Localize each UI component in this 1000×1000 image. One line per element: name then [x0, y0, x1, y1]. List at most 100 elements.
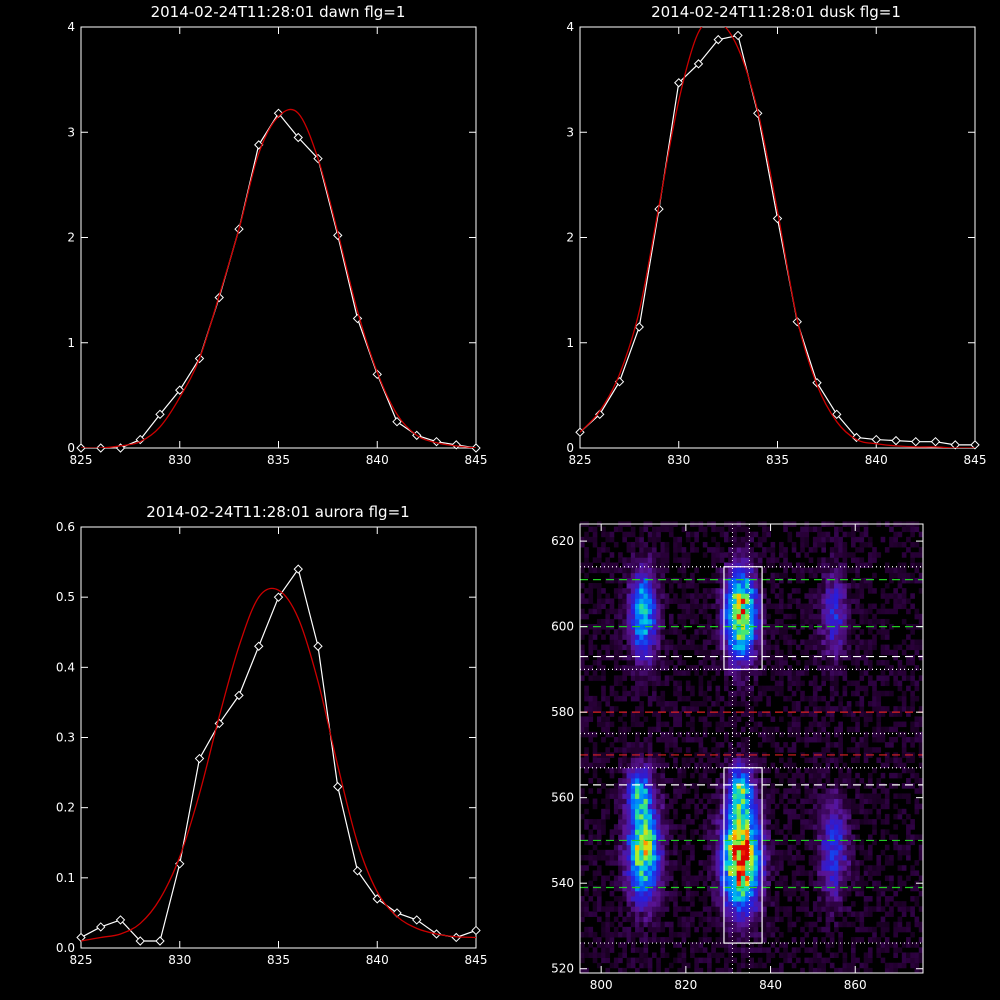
heatmap-cell	[834, 952, 839, 959]
heatmap-cell	[821, 798, 827, 805]
heatmap-cell	[635, 849, 640, 856]
heatmap-cell	[715, 572, 721, 579]
heatmap-cell	[651, 593, 657, 599]
heatmap-cell	[681, 865, 687, 871]
heatmap-cell	[630, 849, 636, 856]
heatmap-cell	[643, 680, 649, 687]
heatmap-cell	[863, 906, 869, 912]
heatmap-cell	[639, 608, 644, 615]
heatmap-cell	[685, 875, 691, 882]
heatmap-cell	[698, 778, 704, 784]
aurora-data-point-14	[352, 866, 363, 876]
heatmap-cell	[855, 547, 860, 553]
heatmap-cell	[681, 706, 687, 712]
heatmap-cell	[817, 926, 822, 933]
heatmap-cell	[715, 598, 721, 604]
heatmap-cell	[719, 896, 725, 902]
heatmap-cell	[821, 967, 827, 974]
heatmap-cell	[715, 901, 721, 907]
heatmap-cell	[723, 813, 729, 820]
heatmap-cell	[596, 654, 602, 661]
heatmap-cell	[893, 772, 898, 779]
heatmap-cell	[711, 675, 716, 681]
heatmap-cell	[732, 547, 738, 553]
heatmap-cell	[749, 834, 755, 840]
heatmap-cell	[605, 931, 611, 938]
heatmap-cell	[838, 701, 843, 707]
heatmap-cell	[825, 839, 831, 846]
heatmap-cell	[609, 870, 615, 876]
heatmap-cell	[817, 803, 822, 810]
heatmap-cell	[834, 639, 839, 645]
heatmap-cell	[791, 788, 797, 794]
heatmap-cell	[745, 644, 750, 651]
heatmap-cell	[639, 675, 644, 681]
heatmap-cell	[808, 659, 814, 666]
heatmap-cell	[918, 562, 924, 569]
heatmap-cell	[711, 947, 716, 953]
heatmap-cell	[728, 603, 733, 610]
dawn-frame	[80, 26, 477, 449]
heatmap-cell	[656, 613, 661, 620]
heatmap-cell	[635, 695, 640, 702]
heatmap-cell	[698, 896, 704, 902]
heatmap-cell	[719, 854, 725, 861]
heatmap-cell	[745, 788, 750, 794]
heatmap-cell	[804, 711, 810, 717]
heatmap-cell	[664, 849, 670, 856]
heatmap-cell	[910, 726, 915, 733]
heatmap-cell	[698, 675, 704, 681]
heatmap-cell	[740, 824, 746, 830]
heatmap-cell	[601, 634, 606, 640]
heatmap-cell	[753, 701, 759, 707]
heatmap-cell	[825, 865, 831, 871]
heatmap-cell	[584, 757, 589, 764]
heatmap-cell	[639, 711, 644, 717]
heatmap-cell	[635, 798, 640, 805]
heatmap-cell	[783, 624, 788, 630]
heatmap-cell	[880, 829, 886, 835]
heatmap-cell	[863, 747, 869, 753]
heatmap-cell	[897, 695, 903, 702]
heatmap-cell	[626, 844, 632, 851]
heatmap-cell	[762, 783, 767, 789]
heatmap-cell	[838, 654, 843, 661]
heatmap-cell	[732, 839, 738, 846]
heatmap-cell	[757, 583, 763, 589]
heatmap-cell	[867, 629, 873, 635]
heatmap-cell	[906, 942, 911, 948]
heatmap-cell	[677, 957, 683, 964]
heatmap-cell	[876, 896, 882, 902]
heatmap-cell	[749, 798, 755, 805]
heatmap-cell	[613, 860, 619, 866]
heatmap-cell	[656, 890, 661, 897]
heatmap-cell	[630, 896, 636, 902]
heatmap-cell	[812, 685, 818, 692]
heatmap-cell	[914, 962, 920, 969]
heatmap-cell	[893, 783, 898, 789]
heatmap-cell	[855, 557, 860, 563]
heatmap-cell	[829, 629, 835, 635]
heatmap-cell	[736, 813, 742, 820]
heatmap-cell	[639, 824, 644, 830]
heatmap-cell	[613, 926, 619, 933]
heatmap-cell	[622, 747, 627, 753]
heatmap-cell	[745, 952, 750, 959]
heatmap-cell	[618, 865, 623, 871]
heatmap-cell	[660, 885, 666, 892]
heatmap-cell	[664, 813, 670, 820]
heatmap-cell	[643, 588, 649, 594]
heatmap-cell	[757, 824, 763, 830]
heatmap-cell	[715, 701, 721, 707]
heatmap-cell	[702, 865, 708, 871]
heatmap-cell	[842, 844, 848, 851]
heatmap-cell	[749, 654, 755, 661]
heatmap-cell	[647, 813, 653, 820]
heatmap-cell	[825, 798, 831, 805]
heatmap-cell	[694, 793, 699, 799]
heatmap-cell	[698, 608, 704, 615]
heatmap-cell	[821, 721, 827, 728]
heatmap-cell	[736, 890, 742, 897]
heatmap-cell	[889, 860, 894, 866]
heatmap-cell	[711, 547, 716, 553]
